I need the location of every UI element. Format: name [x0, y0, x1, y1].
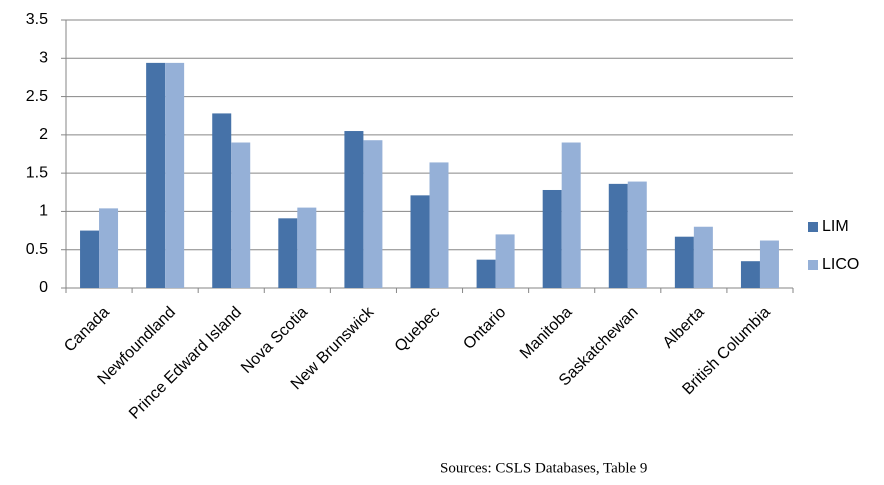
bar [627, 181, 647, 288]
bar [99, 208, 119, 288]
bar [740, 261, 760, 288]
legend-swatch [808, 260, 818, 270]
bar [495, 234, 515, 288]
y-tick-label: 0 [39, 279, 48, 296]
bar [674, 236, 694, 288]
legend-swatch [808, 222, 818, 232]
bar [165, 62, 185, 288]
bar [278, 218, 298, 288]
bar [363, 140, 383, 288]
bar [476, 259, 496, 288]
x-tick-label: Ontario [460, 304, 509, 353]
source-note: Sources: CSLS Databases, Table 9 [440, 460, 647, 476]
y-tick-label: 2.5 [26, 88, 48, 105]
y-tick-label: 3 [39, 50, 48, 67]
bar [410, 195, 430, 288]
bar [344, 131, 364, 288]
bar [146, 62, 166, 288]
x-tick-label: Canada [61, 304, 113, 356]
y-tick-label: 3.5 [26, 11, 48, 28]
y-tick-label: 1 [39, 203, 48, 220]
y-tick-label: 0.5 [26, 241, 48, 258]
y-tick-label: 2 [39, 126, 48, 143]
x-tick-label: Alberta [660, 304, 708, 352]
bar [608, 183, 628, 288]
bar [297, 207, 317, 288]
bar [80, 230, 100, 288]
bar [561, 142, 581, 288]
bar [693, 226, 713, 288]
legend-label: LIM [822, 218, 849, 235]
bar [429, 162, 449, 288]
legend-label: LICO [822, 256, 859, 273]
bar [231, 142, 251, 288]
x-tick-label: Prince Edward Island [126, 304, 245, 423]
bar [759, 240, 779, 288]
x-tick-label: Manitoba [517, 304, 576, 363]
bar [212, 113, 232, 288]
y-tick-label: 1.5 [26, 164, 48, 181]
x-tick-label: Quebec [392, 304, 444, 356]
bar [542, 189, 562, 288]
x-tick-label: Nova Scotia [238, 304, 311, 377]
